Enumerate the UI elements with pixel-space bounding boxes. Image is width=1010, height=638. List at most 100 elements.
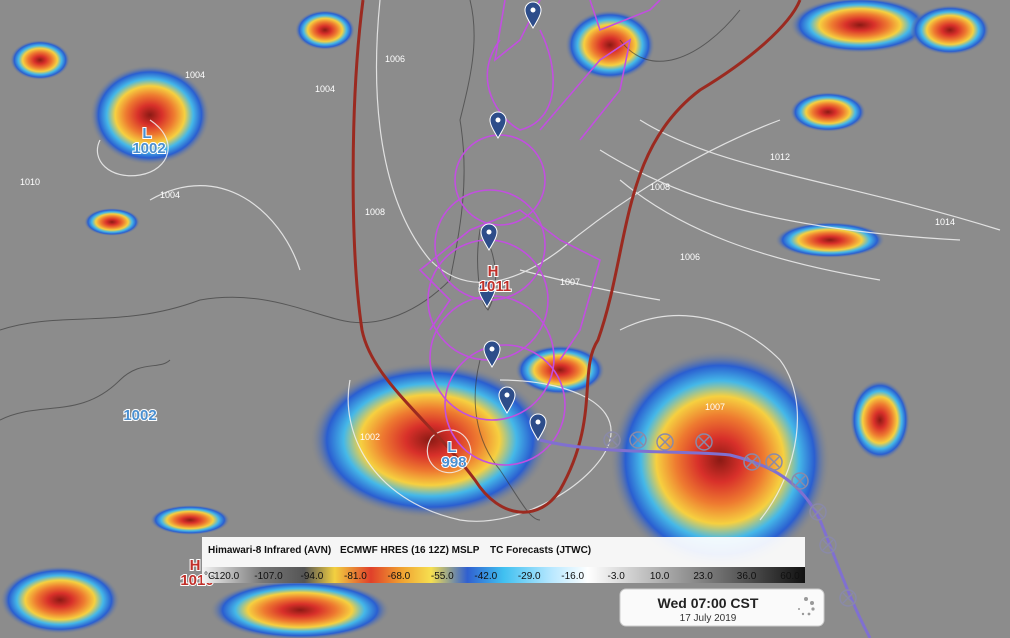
pressure-center-letter: H xyxy=(190,557,201,574)
track-marker-cross xyxy=(659,436,671,448)
track-marker xyxy=(819,536,837,554)
forecast-pin xyxy=(478,280,496,308)
timestamp-date: 17 July 2019 xyxy=(680,613,737,624)
isobar-label: 1002 xyxy=(360,432,380,442)
track-marker-cross xyxy=(632,434,644,446)
legend: Himawari-8 Infrared (AVN) ECMWF HRES (16… xyxy=(202,537,805,583)
track-marker-ring xyxy=(819,536,837,554)
track-marker xyxy=(603,431,621,449)
track-marker xyxy=(695,433,713,451)
track-marker-ring xyxy=(765,453,783,471)
legend-layer: Himawari-8 Infrared (AVN) xyxy=(208,545,331,556)
track-marker-cross xyxy=(768,456,780,468)
pressure-center-letter: H xyxy=(488,263,499,280)
coastlines xyxy=(0,0,741,521)
track-marker xyxy=(839,589,857,607)
scale-label: 23.0 xyxy=(693,571,713,582)
track-marker-cross xyxy=(794,475,806,487)
cloud-cluster xyxy=(565,10,655,80)
scale-label: -29.0 xyxy=(518,571,541,582)
forecast-pin-dot xyxy=(486,229,492,235)
isobar-label: 1004 xyxy=(315,84,335,94)
track-marker xyxy=(791,472,809,490)
track-marker-cross xyxy=(606,434,618,446)
legend-layer: ECMWF HRES (16 12Z) MSLP xyxy=(340,545,480,556)
labels: L1002L998H1011H1010100210041010100410061… xyxy=(20,54,955,590)
loading-spinner xyxy=(798,597,815,616)
isobar-label: 1014 xyxy=(935,217,955,227)
track-marker-ring xyxy=(743,453,761,471)
track-marker xyxy=(765,453,783,471)
ecmwf-contour xyxy=(351,0,802,514)
track-marker-ring xyxy=(629,431,647,449)
forecast-pin-dot xyxy=(504,392,510,398)
forecast-pin xyxy=(483,340,501,368)
track-marker xyxy=(629,431,647,449)
cloud-cluster xyxy=(790,0,930,53)
isobars xyxy=(96,0,1001,522)
isobar-label: 1007 xyxy=(560,277,580,287)
forecast-pin-dot xyxy=(535,419,541,425)
track-marker-cross xyxy=(746,456,758,468)
forecast-pin xyxy=(524,1,542,29)
track-marker xyxy=(656,433,674,451)
scale-label: -16.0 xyxy=(561,571,584,582)
forecast-pin-dot xyxy=(530,7,536,13)
cloud-cluster xyxy=(10,40,70,80)
forecast-pin-dot xyxy=(495,117,501,123)
timestamp-box xyxy=(619,588,825,627)
scale-label: -3.0 xyxy=(608,571,626,582)
pressure-center-letter: L xyxy=(447,439,456,456)
isobar-label: 1008 xyxy=(365,207,385,217)
isobar-label: 1004 xyxy=(185,70,205,80)
track-markers xyxy=(603,431,857,607)
cloud-cluster xyxy=(84,208,140,236)
isobar-label: 1004 xyxy=(160,190,180,200)
isobar-label: 1007 xyxy=(705,402,725,412)
scale-label: -55.0 xyxy=(431,571,454,582)
timestamp: Wed 07:00 CST 17 July 2019 xyxy=(619,588,825,627)
scale-label: -107.0 xyxy=(254,571,283,582)
track-marker-ring xyxy=(839,589,857,607)
scale-label: -42.0 xyxy=(474,571,497,582)
track-marker-ring xyxy=(656,433,674,451)
timestamp-time: Wed 07:00 CST xyxy=(658,595,759,611)
cloud-cluster xyxy=(610,350,830,570)
cloud-cluster xyxy=(150,505,230,535)
legend-unit: °C xyxy=(204,571,215,582)
track-marker-ring xyxy=(695,433,713,451)
isobar-label: 1006 xyxy=(385,54,405,64)
forecast-pin xyxy=(498,386,516,414)
legend-layer: TC Forecasts (JTWC) xyxy=(490,545,591,556)
cloud-cluster xyxy=(910,5,990,55)
cloud-cluster xyxy=(850,380,910,460)
track-marker xyxy=(809,503,827,521)
forecast-pin xyxy=(480,223,498,251)
isobar-label: 1010 xyxy=(20,177,40,187)
cloud-cluster xyxy=(295,10,355,50)
forecast-pin xyxy=(529,413,547,441)
cloud-cluster xyxy=(210,580,390,638)
cloud-cluster xyxy=(790,92,866,132)
cloud-cluster xyxy=(90,65,210,165)
scale-label: -81.0 xyxy=(344,571,367,582)
isobar-label: 1012 xyxy=(770,152,790,162)
track-marker-ring xyxy=(791,472,809,490)
jtwc-track xyxy=(539,438,872,638)
isobar-label: 1008 xyxy=(650,182,670,192)
forecast-pin-dot xyxy=(489,346,495,352)
scale-label: 36.0 xyxy=(737,571,757,582)
isobar-label: 1006 xyxy=(680,252,700,262)
scale-label: 10.0 xyxy=(650,571,670,582)
scale-label: -120.0 xyxy=(211,571,240,582)
track-marker-cross xyxy=(822,539,834,551)
track-marker-cross xyxy=(812,506,824,518)
scale-label: -94.0 xyxy=(301,571,324,582)
forecast-pin xyxy=(489,111,507,139)
track-marker-cross xyxy=(698,436,710,448)
track-marker xyxy=(743,453,761,471)
forecast-pin-dot xyxy=(484,286,490,292)
